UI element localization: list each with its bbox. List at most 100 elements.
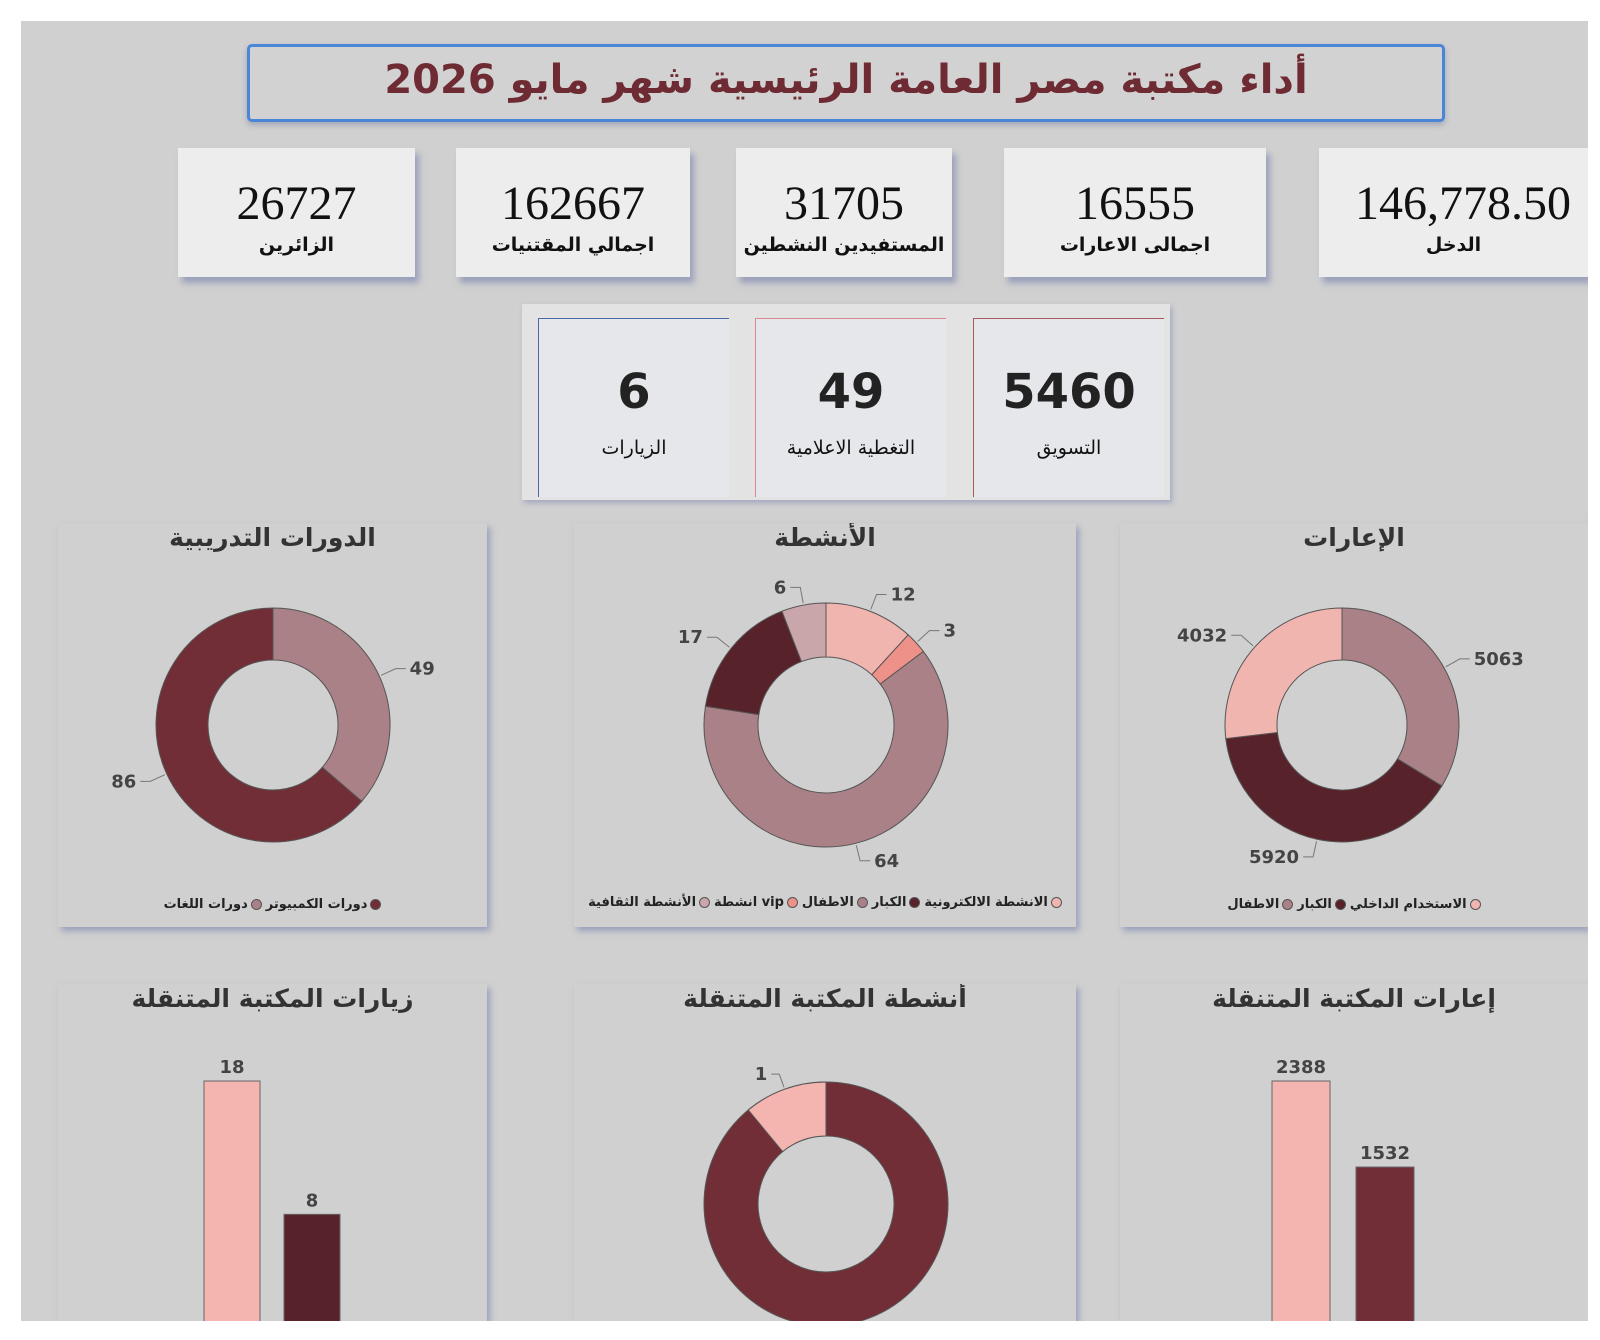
legend-item: الاطفال (1227, 897, 1294, 912)
secondary-kpi-group: 6 الزيارات 49 التغطية الاعلامية 5460 الت… (522, 304, 1170, 500)
bar-value-label: 2388 (1276, 1057, 1326, 1078)
legend-label: دورات الكمبيوتر (265, 897, 368, 912)
data-label-leader (1445, 658, 1470, 668)
chart-legend: دورات الكمبيوتر دورات اللغات (58, 897, 487, 912)
bar (203, 1080, 261, 1321)
chart-panel-mobile-visits: زيارات المكتبة المتنقلة 18 8 (58, 984, 487, 1321)
kpi-label: اجمالي المقتنيات (491, 234, 655, 256)
data-label: 3 (943, 621, 956, 642)
legend-swatch (1282, 899, 1294, 910)
bar-value-label: 18 (219, 1057, 244, 1078)
donut-segment (704, 610, 803, 716)
legend-swatch (786, 897, 798, 908)
kpi-card-total-loans: 16555 اجمالى الاعارات (1004, 148, 1266, 277)
kpi-label: الزائرين (258, 234, 335, 256)
chart-title: أنشطة المكتبة المتنقلة (683, 984, 967, 1013)
chart-title: الإعارات (1303, 523, 1405, 552)
data-label-leader (917, 630, 940, 642)
bar (1355, 1166, 1415, 1321)
chart-panel-loans: الإعارات 5063 5920 4032 الاستخدام الداخليا… (1120, 523, 1588, 927)
donut-segment (1224, 607, 1343, 740)
training-donut-chart: 49 86 (111, 607, 435, 843)
legend-swatch (1050, 897, 1062, 908)
donut-segment (155, 607, 363, 843)
kpi-label: التسويق (1036, 437, 1102, 459)
chart-panel-mobile-loans: إعارات المكتبة المتنقلة 2388 1532 (1120, 984, 1588, 1321)
kpi-card-collections: 162667 اجمالي المقتنيات (456, 148, 690, 277)
kpi-value: 16555 (1075, 177, 1195, 230)
kpi-card-visitors: 26727 الزائرين (178, 148, 415, 277)
legend-item: دورات الكمبيوتر (266, 897, 382, 912)
bar (283, 1213, 341, 1321)
legend-label: الاطفال (1227, 897, 1280, 912)
loans-donut-chart: 5063 5920 4032 (1177, 607, 1524, 868)
legend-label: الكبار (871, 895, 907, 910)
data-label-leader (706, 636, 730, 648)
legend-swatch (1469, 899, 1481, 910)
chart-panel-mobile-activities: أنشطة المكتبة المتنقلة 1 (574, 984, 1076, 1321)
legend-swatch (370, 899, 382, 910)
donut-segment (781, 602, 827, 663)
legend-label: دورات اللغات (163, 897, 248, 912)
donut-segment (747, 1081, 827, 1153)
mobile-loans-bar-chart: 2388 1532 (1271, 1057, 1415, 1321)
dashboard-canvas: أداء مكتبة مصر العامة الرئيسية شهر مايو … (21, 21, 1588, 1321)
kpi-label: اجمالى الاعارات (1059, 234, 1211, 256)
legend-item: الأنشطة الثقافية (588, 895, 711, 910)
legend-swatch (1334, 899, 1346, 910)
donut-segment (1225, 731, 1443, 843)
legend-item: دورات اللغات (164, 897, 262, 912)
kpi-value: 146,778.50 (1355, 177, 1571, 230)
data-label: 49 (410, 659, 435, 680)
kpi-card-active-members: 31705 المستفيدين النشطين (736, 148, 952, 277)
data-label-leader (870, 593, 887, 610)
legend-swatch (699, 897, 711, 908)
legend-label: vip انشطة (714, 895, 784, 910)
chart-title: إعارات المكتبة المتنقلة (1212, 984, 1496, 1013)
chart-legend: الانشطة الالكترونية الكبار الاطفال vip انشط… (574, 895, 1076, 910)
data-label: 5063 (1474, 649, 1524, 670)
data-label: 64 (874, 851, 899, 872)
data-label: 4032 (1177, 625, 1227, 646)
kpi-card-visits: 6 الزيارات (538, 318, 729, 497)
data-label: 5920 (1249, 847, 1299, 868)
kpi-value: 26727 (236, 177, 357, 230)
kpi-label: الزيارات (601, 437, 667, 459)
legend-swatch (909, 897, 921, 908)
legend-label: الأنشطة الثقافية (588, 895, 697, 910)
data-label: 12 (891, 584, 916, 605)
kpi-value: 6 (617, 364, 651, 420)
legend-item: الكبار (1297, 897, 1346, 912)
data-label: 17 (678, 627, 703, 648)
dashboard-title: أداء مكتبة مصر العامة الرئيسية شهر مايو … (384, 57, 1308, 103)
chart-title: الدورات التدريبية (169, 523, 376, 552)
legend-item: vip انشطة (714, 895, 798, 910)
legend-item: الاطفال (802, 895, 868, 910)
kpi-card-marketing: 5460 التسويق (973, 318, 1164, 497)
kpi-label: المستفيدين النشطين (743, 234, 945, 256)
legend-item: الكبار (872, 895, 921, 910)
dashboard-title-box: أداء مكتبة مصر العامة الرئيسية شهر مايو … (247, 44, 1445, 122)
chart-panel-training: الدورات التدريبية 49 86 دورات الكمبيوتردو… (58, 523, 487, 927)
data-label: 1 (755, 1064, 768, 1085)
kpi-value: 162667 (501, 177, 645, 230)
donut-hole (757, 1135, 895, 1273)
legend-item: الاستخدام الداخلي (1350, 897, 1481, 912)
data-label-leader (1231, 634, 1254, 647)
bar (1271, 1080, 1331, 1321)
chart-title: الأنشطة (774, 523, 876, 552)
kpi-label: الدخل (1425, 234, 1482, 256)
legend-label: الاستخدام الداخلي (1349, 897, 1467, 912)
mobile-visits-bar-chart: 18 8 (203, 1057, 341, 1321)
mobile-activities-donut-chart: 1 (703, 1064, 949, 1321)
kpi-value: 31705 (784, 177, 904, 230)
data-label: 6 (774, 577, 787, 598)
data-label: 86 (111, 771, 136, 792)
legend-swatch (856, 897, 868, 908)
data-label-leader (1303, 841, 1318, 858)
activities-donut-chart: 12 3 64 17 6 (678, 577, 956, 872)
kpi-value: 5460 (1002, 364, 1136, 420)
donut-segment (272, 607, 391, 802)
kpi-value: 49 (817, 364, 885, 420)
bar-value-label: 1532 (1360, 1143, 1410, 1164)
